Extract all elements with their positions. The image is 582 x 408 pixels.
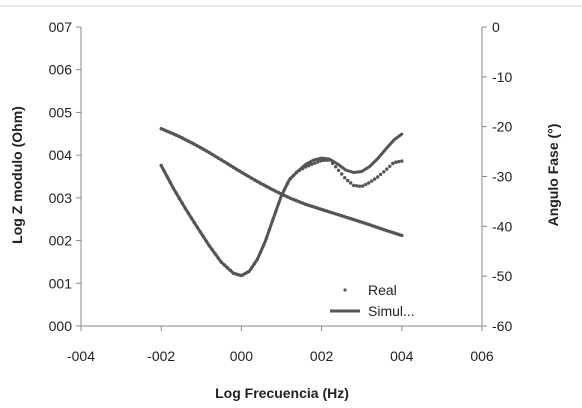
data-point-real-right [382,170,386,174]
x-axis-title: Log Frecuencia (Hz) [215,385,349,401]
data-point-real-right [376,175,380,179]
data-point-real-right [343,176,347,180]
data-point-real-right [385,167,389,171]
y-right-tick-label: -40 [492,218,512,234]
x-tick-label: 004 [390,348,414,364]
y-right-tick-label: -50 [492,268,512,284]
data-point-real-right [315,160,320,164]
y-right-tick-label: -60 [492,318,512,334]
y-right-axis-title: Angulo Fase (°) [545,124,561,227]
y-left-tick-label: 002 [49,233,73,249]
y-left-tick-label: 003 [49,190,73,206]
data-point-real-right [397,159,401,164]
data-point-real-right [309,162,314,167]
data-point-real-right [346,178,350,183]
data-point-real-right [388,164,392,168]
series-line-simul-right [159,132,404,278]
y-left-axis-title: Log Z modulo (Ohm) [9,106,25,244]
data-point-real-right [367,181,371,185]
data-point-real-right [340,172,344,176]
data-point-real-right [391,161,395,166]
legend-label-simul: Simul... [368,303,415,319]
data-point-real-right [352,183,356,188]
marks-layer [159,127,404,278]
data-point-real-right [333,165,338,169]
data-point-real-right [394,160,398,164]
legend-label-real: Real [368,282,397,298]
legend: Real Simul... [330,282,415,319]
axes-layer: -004 -002 000 002 004 00600000100200300400500… [49,19,513,364]
y-right-tick-label: 0 [492,19,500,35]
x-tick-label: -004 [67,348,95,364]
y-right-tick-label: -20 [492,119,512,135]
x-tick-label: 006 [470,348,494,364]
data-point-real-right [336,168,341,172]
y-left-tick-label: 000 [49,318,73,334]
data-point-real-right [370,179,374,183]
x-tick-label: 000 [230,348,254,364]
y-left-tick-label: 001 [49,275,73,291]
y-right-tick-label: -30 [492,169,512,185]
x-tick-label: 002 [310,348,334,364]
y-left-tick-label: 005 [49,104,73,120]
data-point-real-right [349,181,353,185]
data-point-real-right [355,184,359,188]
y-left-tick-label: 007 [49,19,73,35]
data-point-real-right [361,184,365,188]
data-point-real-right [364,182,368,187]
data-point-real-right [358,184,362,188]
data-point-real-right [400,159,404,163]
legend-marker-real [343,288,347,292]
y-left-tick-label: 004 [49,147,73,163]
data-point-real-right [373,177,377,181]
x-tick-label: -002 [147,348,175,364]
data-point-real-right [312,161,317,165]
y-right-tick-label: -10 [492,69,512,85]
y-left-tick-label: 006 [49,62,73,78]
data-point-real-right [379,172,383,177]
